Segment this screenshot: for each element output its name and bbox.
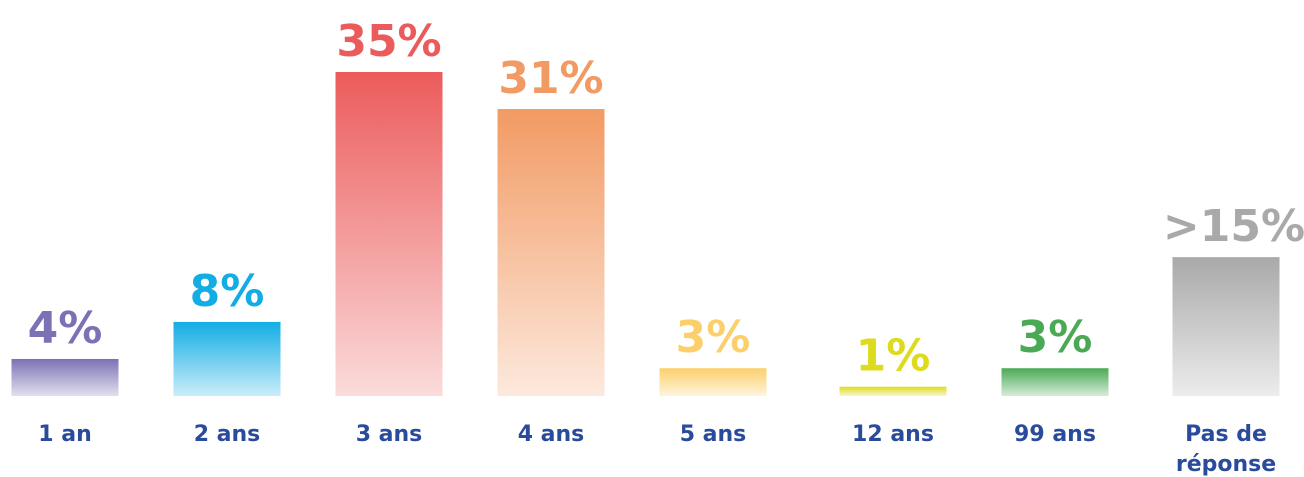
value-label: 1% [856, 331, 931, 382]
category-label: Pas de réponse [1175, 422, 1277, 477]
value-label: >15% [1163, 201, 1304, 252]
category-label: 2 ans [193, 422, 261, 447]
category-label: 1 an [38, 422, 92, 447]
category-label: 3 ans [355, 422, 423, 447]
value-label: 3% [676, 312, 751, 363]
bar [173, 321, 281, 396]
value-label: 3% [1018, 312, 1093, 363]
value-label: 8% [190, 266, 265, 317]
category-label: 99 ans [1014, 422, 1096, 447]
category-label: 12 ans [852, 422, 934, 447]
bar [1172, 257, 1280, 396]
bar [839, 386, 947, 396]
bar [659, 368, 767, 396]
category-label: 5 ans [679, 422, 747, 447]
bar [1001, 368, 1109, 396]
bar [11, 358, 119, 396]
value-label: 31% [498, 53, 603, 104]
value-label: 35% [336, 16, 441, 67]
category-label: 4 ans [517, 422, 585, 447]
bar [497, 109, 605, 397]
bar [335, 72, 443, 396]
value-label: 4% [28, 303, 103, 354]
